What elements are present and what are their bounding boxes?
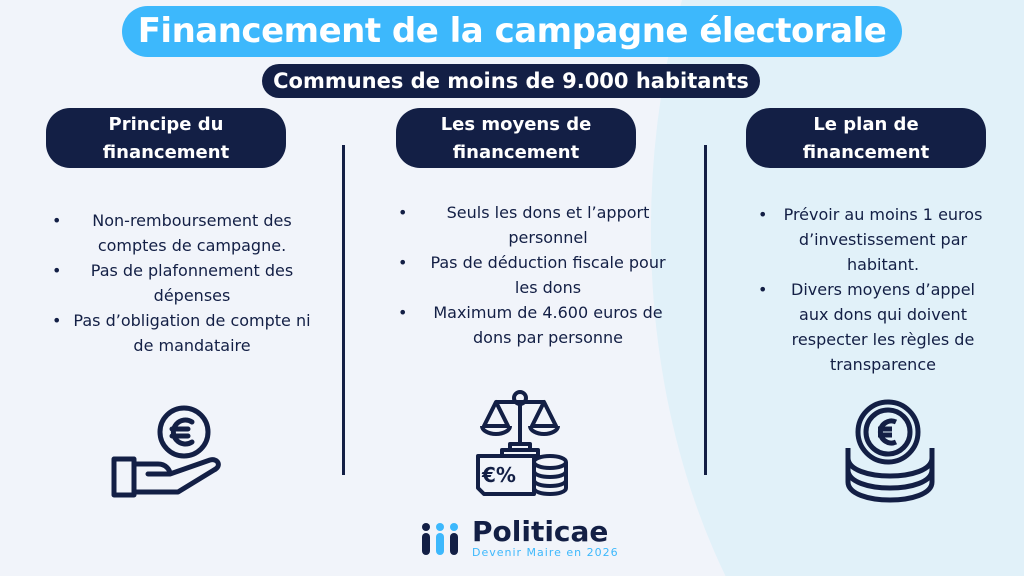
scale-euro-percent-coins-icon: €%	[476, 390, 568, 496]
list-item: Non-remboursement des comptes de campagn…	[52, 208, 312, 258]
list-item: Maximum de 4.600 euros de dons par perso…	[398, 300, 678, 350]
divider	[704, 145, 707, 475]
list-item: Seuls les dons et l’apport personnel	[398, 200, 678, 250]
svg-text:€%: €%	[481, 463, 516, 487]
header-line: Principe du	[108, 114, 224, 135]
page-title: Financement de la campagne électorale	[122, 6, 902, 57]
logo-people-icon	[422, 522, 458, 555]
list-item: Pas de plafonnement des dépenses	[52, 258, 312, 308]
politicae-logo: Politicae Devenir Maire en 2026	[420, 518, 619, 559]
list-item: Pas de déduction fiscale pour les dons	[398, 250, 678, 300]
bullet-list-moyens: Seuls les dons et l’apport personnel Pas…	[398, 200, 678, 350]
column-header-moyens: Les moyens de financement	[396, 108, 636, 168]
list-item: Prévoir au moins 1 euros d’investissemen…	[758, 202, 988, 277]
header-line: financement	[802, 142, 930, 163]
logo-name: Politicae	[472, 515, 609, 548]
list-item: Divers moyens d’appel aux dons qui doive…	[758, 277, 988, 377]
logo-tagline: Devenir Maire en 2026	[472, 546, 619, 559]
header-line: financement	[452, 142, 580, 163]
bullet-list-plan: Prévoir au moins 1 euros d’investissemen…	[758, 202, 988, 377]
bullet-list-principe: Non-remboursement des comptes de campagn…	[52, 208, 312, 358]
hand-euro-coin-icon	[111, 405, 221, 498]
column-header-plan: Le plan de financement	[746, 108, 986, 168]
euro-coin-stack-icon	[845, 399, 935, 503]
header-line: Le plan de	[813, 114, 919, 135]
header-line: financement	[102, 142, 230, 163]
column-header-principe: Principe du financement	[46, 108, 286, 168]
divider	[342, 145, 345, 475]
page-subtitle: Communes de moins de 9.000 habitants	[262, 64, 760, 98]
list-item: Pas d’obligation de compte ni de mandata…	[52, 308, 312, 358]
header-line: Les moyens de	[440, 114, 592, 135]
